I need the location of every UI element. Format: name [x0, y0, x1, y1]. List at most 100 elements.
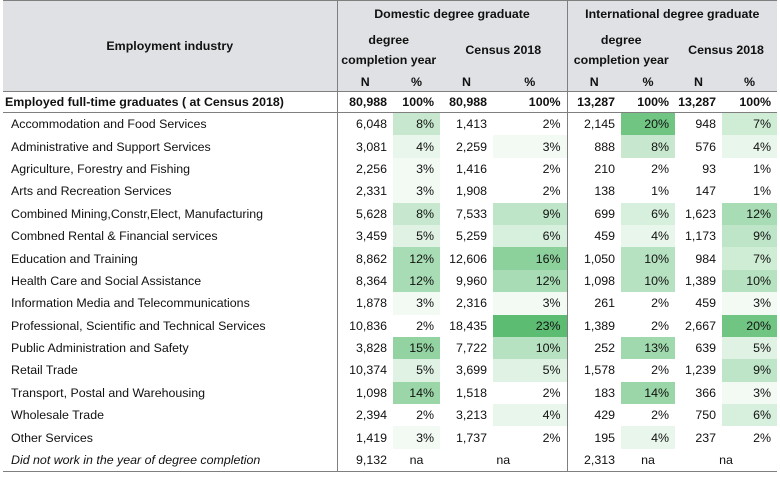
- int-census-pct-cell: 3%: [722, 292, 778, 315]
- int-dcy-n-cell: 1,098: [566, 269, 621, 293]
- total-int-dcy-pct: 100%: [621, 91, 675, 113]
- industry-label: Combined Mining,Constr,Elect, Manufactur…: [11, 206, 264, 221]
- int-census-pct-cell: 7%: [722, 247, 778, 270]
- dom-census-pct-cell: 23%: [493, 314, 567, 337]
- int-dcy-pct-cell: 2%: [621, 404, 675, 427]
- int-dcy-pct-cell: 20%: [621, 112, 675, 136]
- int-dcy-n-cell: 210: [566, 157, 621, 181]
- dom-dcy-n-cell: 10,374: [336, 359, 393, 382]
- header-domestic-census: Census 2018: [465, 42, 542, 57]
- dom-census-pct-cell: 2%: [493, 381, 567, 405]
- dom-dcy-pct-cell: 12%: [393, 269, 440, 293]
- table-row: Combned Rental & Financial services 3,459…: [3, 224, 778, 248]
- table-row: Retail Trade 10,374 5% 3,699 5% 1,578 2% 1,239 9…: [3, 359, 778, 382]
- int-dcy-pct-cell: 10%: [621, 247, 675, 270]
- header-international-degree-year: degree completion year: [566, 27, 675, 72]
- int-census-n-cell: 147: [695, 184, 716, 199]
- int-dcy-pct-cell: 2%: [621, 314, 675, 337]
- dom-census-n-cell: 3,213: [455, 408, 487, 423]
- dom-dcy-n-cell: 8,862: [336, 247, 393, 270]
- int-dcy-n-cell: 1,578: [566, 359, 621, 382]
- dom-dcy-n-cell: 3,828: [336, 336, 393, 360]
- did-not-work-dom-dcy: na: [393, 448, 440, 473]
- did-not-work-row: Did not work in the year of degree compl…: [3, 448, 778, 473]
- table-row: Education and Training 8,862 12% 12,606 16% 1…: [3, 247, 778, 270]
- dom-census-n-cell: 2,259: [455, 139, 487, 154]
- dom-dcy-n-cell: 3,081: [336, 135, 393, 158]
- table-row: Agriculture, Forestry and Fishing 2,256 3%…: [3, 157, 778, 181]
- dom-dcy-n-cell: 5,628: [336, 202, 393, 225]
- table-row: Combined Mining,Constr,Elect, Manufactur…: [3, 202, 778, 225]
- dom-census-pct-cell: 6%: [493, 224, 567, 248]
- dom-census-n-cell: 18,435: [449, 318, 487, 333]
- int-census-pct-cell: 9%: [722, 359, 778, 382]
- dom-census-n-cell: 5,259: [455, 229, 487, 244]
- table-row: Professional, Scientific and Technical S…: [3, 314, 778, 337]
- header-n: N: [566, 72, 621, 92]
- header-pct: %: [493, 72, 567, 92]
- dom-dcy-n-cell: 6,048: [336, 112, 393, 136]
- int-census-n-cell: 366: [695, 385, 716, 400]
- int-dcy-n-cell: 195: [566, 426, 621, 449]
- dom-census-pct-cell: 2%: [493, 157, 567, 181]
- industry-label: Education and Training: [11, 251, 138, 266]
- int-census-n-cell: 93: [702, 161, 716, 176]
- dom-dcy-pct-cell: 15%: [393, 336, 440, 360]
- dom-dcy-n-cell: 1,878: [336, 292, 393, 315]
- dom-dcy-pct-cell: 4%: [393, 135, 440, 158]
- int-dcy-pct-cell: 1%: [621, 180, 675, 203]
- dom-census-n-cell: 1,908: [455, 184, 487, 199]
- table-row: Other Services 1,419 3% 1,737 2% 195 4% 237 2%: [3, 426, 778, 449]
- dom-dcy-pct-cell: 3%: [393, 180, 440, 203]
- int-dcy-pct-cell: 4%: [621, 426, 675, 449]
- header-n: N: [675, 72, 722, 92]
- dom-census-pct-cell: 3%: [493, 292, 567, 315]
- int-census-pct-cell: 6%: [722, 404, 778, 427]
- dom-census-pct-cell: 2%: [493, 112, 567, 136]
- int-dcy-pct-cell: 2%: [621, 292, 675, 315]
- header-pct: %: [722, 72, 778, 92]
- int-census-pct-cell: 7%: [722, 112, 778, 136]
- total-row: Employed full-time graduates ( at Census…: [3, 91, 778, 113]
- dom-dcy-pct-cell: 3%: [393, 292, 440, 315]
- dom-dcy-n-cell: 3,459: [336, 224, 393, 248]
- int-census-n-cell: 459: [695, 296, 716, 311]
- int-dcy-n-cell: 1,050: [566, 247, 621, 270]
- int-dcy-pct-cell: 4%: [621, 224, 675, 248]
- dom-census-n-cell: 12,606: [449, 251, 487, 266]
- dom-census-pct-cell: 10%: [493, 336, 567, 360]
- header-sub-line2: completion year: [341, 52, 437, 67]
- did-not-work-label: Did not work in the year of degree compl…: [3, 448, 337, 473]
- dom-census-pct-cell: 3%: [493, 135, 567, 158]
- industry-label: Information Media and Telecommunications: [11, 296, 250, 311]
- header-sub-line1: degree: [600, 32, 642, 47]
- int-dcy-n-cell: 138: [566, 180, 621, 203]
- int-census-n-cell: 639: [695, 341, 716, 356]
- int-dcy-pct-cell: 14%: [621, 381, 675, 405]
- dom-dcy-pct-cell: 5%: [393, 359, 440, 382]
- int-dcy-n-cell: 1,389: [566, 314, 621, 337]
- industry-label: Health Care and Social Assistance: [11, 273, 202, 288]
- dom-dcy-n-cell: 1,098: [336, 381, 393, 405]
- dom-census-n-cell: 3,699: [455, 363, 487, 378]
- int-census-n-cell: 1,239: [684, 363, 716, 378]
- dom-dcy-pct-cell: 12%: [393, 247, 440, 270]
- int-census-n-cell: 1,389: [684, 273, 716, 288]
- dom-census-pct-cell: 4%: [493, 404, 567, 427]
- int-census-pct-cell: 12%: [722, 202, 778, 225]
- int-census-pct-cell: 3%: [722, 381, 778, 405]
- header-domestic: Domestic degree graduate: [336, 0, 567, 27]
- int-census-n-cell: 237: [695, 430, 716, 445]
- dom-dcy-pct-cell: 2%: [393, 404, 440, 427]
- header-pct: %: [393, 72, 440, 92]
- dom-census-pct-cell: 2%: [493, 426, 567, 449]
- int-census-pct-cell: 5%: [722, 336, 778, 360]
- dom-dcy-pct-cell: 8%: [393, 112, 440, 136]
- total-dom-dcy-n: 80,988: [336, 91, 393, 113]
- dom-dcy-pct-cell: 8%: [393, 202, 440, 225]
- employment-industry-table: Employment industry Domestic degree grad…: [3, 0, 778, 473]
- total-int-dcy-n: 13,287: [566, 91, 621, 113]
- int-census-pct-cell: 1%: [722, 157, 778, 181]
- dom-dcy-n-cell: 2,256: [336, 157, 393, 181]
- int-census-pct-cell: 2%: [722, 426, 778, 449]
